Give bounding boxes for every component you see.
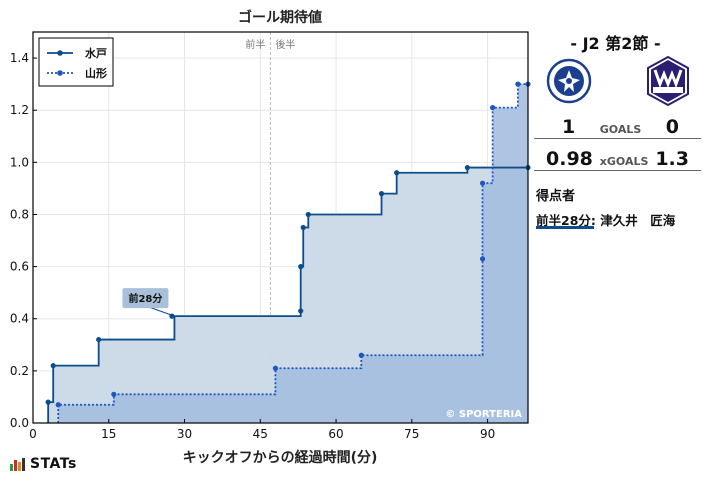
y-tick-label: 1.0 bbox=[10, 155, 29, 169]
home-team-logo bbox=[546, 58, 592, 104]
series-marker bbox=[50, 363, 56, 369]
scorer-underline bbox=[536, 226, 594, 229]
goals-label: GOALS bbox=[599, 123, 642, 136]
series-marker bbox=[515, 81, 521, 87]
y-tick-label: 1.4 bbox=[10, 51, 29, 65]
stats-brand-name: STATs bbox=[30, 456, 77, 472]
series-marker bbox=[45, 399, 51, 405]
y-tick-label: 0.8 bbox=[10, 207, 29, 221]
legend-marker bbox=[57, 50, 63, 56]
series-marker bbox=[300, 224, 306, 231]
plot-frame bbox=[32, 31, 529, 424]
x-tick-label: 30 bbox=[177, 427, 192, 441]
away-goals: 0 bbox=[665, 116, 679, 138]
goals-row: 1 GOALS 0 bbox=[534, 116, 701, 139]
annotation-box bbox=[122, 288, 169, 309]
legend-label: 山形 bbox=[85, 66, 107, 80]
match-panel: - J2 第2節 - 1 GOALS 0 0.98 xGOALS 1.3 得点者… bbox=[534, 0, 707, 479]
legend-marker bbox=[57, 70, 63, 76]
series-marker bbox=[272, 365, 279, 371]
series-marker bbox=[394, 170, 400, 176]
series-marker bbox=[298, 308, 304, 314]
x-axis-label: キックオフからの経過時間(分) bbox=[183, 449, 378, 466]
match-title: - J2 第2節 - bbox=[570, 34, 661, 53]
xgoals-label: xGOALS bbox=[599, 155, 649, 168]
x-tick-label: 0 bbox=[29, 427, 37, 441]
scorers-heading: 得点者 bbox=[536, 189, 576, 204]
home-xg: 0.98 bbox=[546, 148, 593, 170]
series-marker bbox=[464, 164, 470, 171]
series-marker bbox=[55, 402, 61, 408]
series-marker bbox=[305, 211, 311, 218]
scorer-item: 前半28分: 津久井 匠海 bbox=[536, 213, 676, 228]
x-tick-label: 45 bbox=[253, 427, 268, 441]
area-fill-away bbox=[58, 84, 529, 423]
chart-title: ゴール期待値 bbox=[238, 9, 322, 26]
y-tick-label: 1.2 bbox=[10, 103, 29, 117]
axes: 0 15 30 45 60 75 90 0.0 0.2 0.4 0.6 0.8 1.0 1.2 1.4 bbox=[10, 31, 529, 441]
home-goals: 1 bbox=[562, 116, 576, 138]
away-xg: 1.3 bbox=[655, 148, 689, 170]
x-tick-label: 15 bbox=[101, 427, 116, 441]
series-marker bbox=[378, 191, 385, 197]
series-marker bbox=[298, 264, 304, 270]
series-marker bbox=[479, 180, 486, 186]
away-team-logo bbox=[647, 56, 689, 106]
series-marker bbox=[490, 104, 496, 111]
series-marker bbox=[111, 391, 117, 397]
legend-label: 水戸 bbox=[85, 46, 107, 60]
x-tick-label: 90 bbox=[480, 427, 495, 441]
y-tick-label: 0.2 bbox=[10, 364, 29, 378]
x-tick-label: 75 bbox=[404, 427, 419, 441]
y-tick-label: 0.6 bbox=[10, 260, 29, 274]
legend-box bbox=[38, 37, 114, 87]
annotation-label: 前28分 bbox=[128, 292, 162, 305]
second-half-label: 後半 bbox=[275, 38, 295, 51]
stats-logo-icon bbox=[10, 457, 25, 471]
y-tick-label: 0.4 bbox=[10, 312, 29, 326]
first-half-label: 前半 bbox=[245, 38, 265, 51]
area-fills bbox=[48, 84, 529, 423]
x-tick-label: 60 bbox=[328, 427, 343, 441]
series-marker bbox=[479, 256, 486, 262]
series-marker bbox=[358, 352, 364, 358]
stats-logo: STATs bbox=[10, 456, 77, 472]
watermark: © SPORTERIA bbox=[445, 409, 522, 420]
xgoals-row: 0.98 xGOALS 1.3 bbox=[534, 148, 701, 171]
series-marker bbox=[96, 336, 102, 343]
annotations: 前28分 © SPORTERIA bbox=[122, 288, 522, 420]
y-tick-label: 0.0 bbox=[10, 416, 29, 430]
